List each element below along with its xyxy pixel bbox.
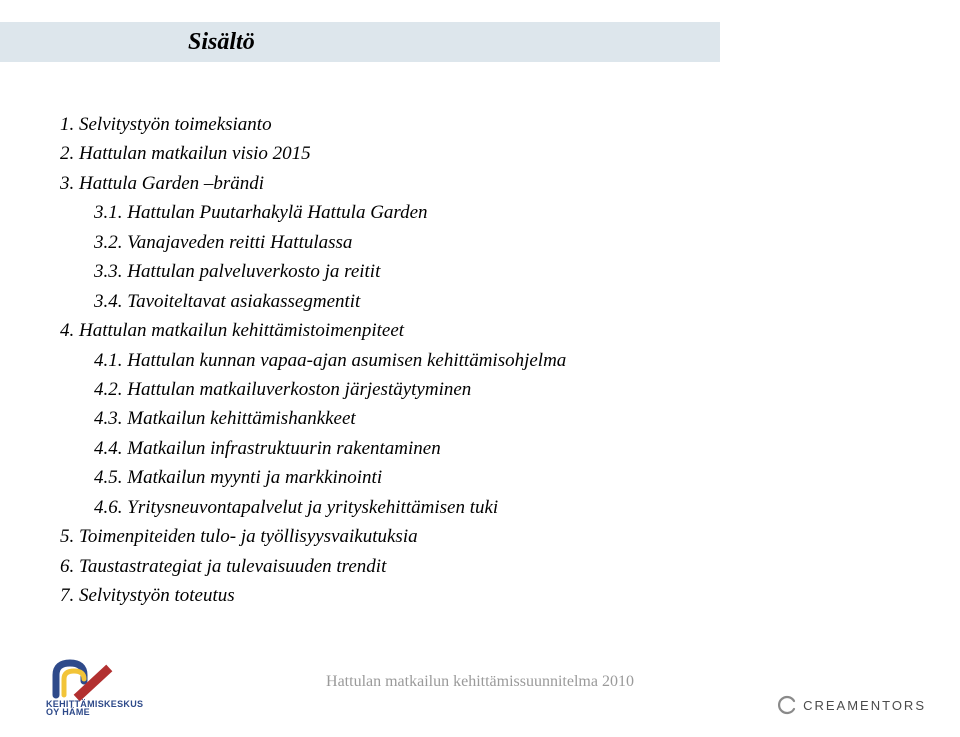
logo-creamentors: CREAMENTORS (777, 695, 926, 715)
toc-item: 3.4. Tavoiteltavat asiakassegmentit (94, 287, 900, 316)
logo-kehittamiskeskus: KEHITTÄMISKESKUS OY HÄME (46, 657, 143, 717)
toc-item: 3. Hattula Garden –brändi (60, 169, 900, 198)
toc-item: 6. Taustastrategiat ja tulevaisuuden tre… (60, 552, 900, 581)
logo-right-text: CREAMENTORS (803, 698, 926, 713)
title-bar: Sisältö (0, 22, 720, 62)
toc-item: 7. Selvitystyön toteutus (60, 581, 900, 610)
toc-item: 4.1. Hattulan kunnan vapaa-ajan asumisen… (94, 346, 900, 375)
logo-right-label: CREAMENTORS (803, 698, 926, 713)
toc-item: 4.2. Hattulan matkailuverkoston järjestä… (94, 375, 900, 404)
toc-item: 3.2. Vanajaveden reitti Hattulassa (94, 228, 900, 257)
toc-item: 4.4. Matkailun infrastruktuurin rakentam… (94, 434, 900, 463)
toc-content: 1. Selvitystyön toimeksianto2. Hattulan … (60, 110, 900, 610)
creamentors-icon (777, 695, 797, 715)
footer-text: Hattulan matkailun kehittämissuunnitelma… (0, 673, 960, 691)
toc-item: 4.6. Yritysneuvontapalvelut ja yrityskeh… (94, 493, 900, 522)
toc-item: 1. Selvitystyön toimeksianto (60, 110, 900, 139)
toc-item: 2. Hattulan matkailun visio 2015 (60, 139, 900, 168)
slide: Sisältö 1. Selvitystyön toimeksianto2. H… (0, 0, 960, 737)
toc-item: 4. Hattulan matkailun kehittämistoimenpi… (60, 316, 900, 345)
toc-item: 3.1. Hattulan Puutarhakylä Hattula Garde… (94, 198, 900, 227)
page-title: Sisältö (188, 29, 255, 56)
toc-item: 3.3. Hattulan palveluverkosto ja reitit (94, 257, 900, 286)
kehittamiskeskus-icon (46, 657, 120, 701)
toc-item: 4.5. Matkailun myynti ja markkinointi (94, 463, 900, 492)
toc-item: 4.3. Matkailun kehittämishankkeet (94, 404, 900, 433)
toc-item: 5. Toimenpiteiden tulo- ja työllisyysvai… (60, 522, 900, 551)
